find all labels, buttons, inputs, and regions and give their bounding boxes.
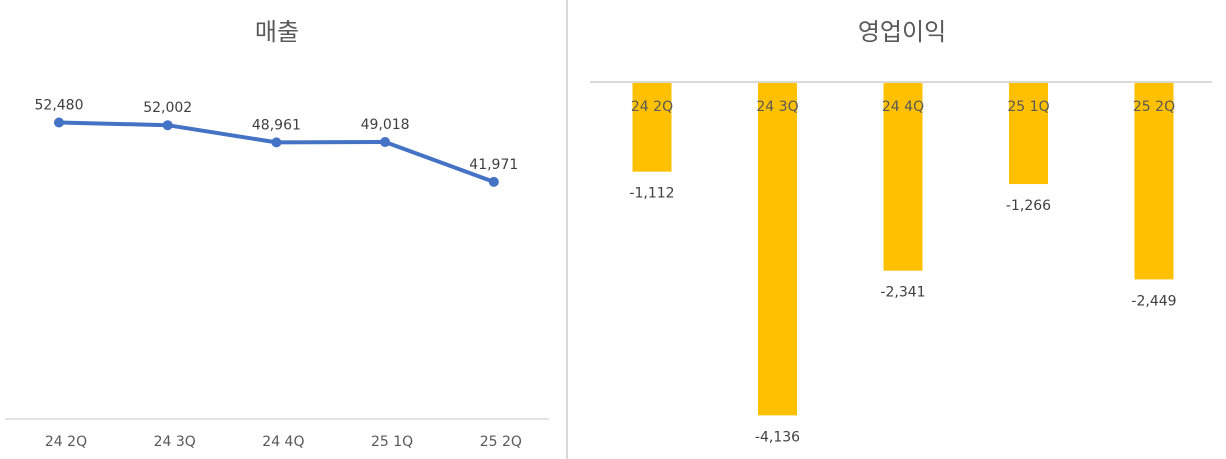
data-label: -2,449 bbox=[1131, 293, 1176, 309]
data-label: -4,136 bbox=[755, 429, 800, 445]
x-tick-label: 25 2Q bbox=[1133, 99, 1175, 115]
bar bbox=[883, 82, 923, 271]
bar bbox=[1134, 82, 1174, 280]
data-point bbox=[271, 137, 282, 148]
data-label: -1,266 bbox=[1006, 198, 1051, 214]
data-point bbox=[488, 176, 499, 187]
bar bbox=[632, 82, 672, 172]
data-label: 52,480 bbox=[35, 97, 84, 113]
chart-title: 매출 bbox=[255, 18, 299, 46]
bar bbox=[1009, 82, 1048, 185]
x-tick-label: 24 3Q bbox=[756, 99, 798, 115]
data-label: -2,341 bbox=[880, 285, 925, 301]
data-label: 41,971 bbox=[469, 157, 518, 173]
chart-title: 영업이익 bbox=[858, 18, 946, 46]
sales-line-chart: 매출 52,480 24 2Q 52,002 24 3Q 48,961 24 4Q 49,0… bbox=[5, 18, 549, 450]
x-tick-label: 25 1Q bbox=[1007, 99, 1049, 115]
x-tick-label: 25 2Q bbox=[480, 434, 522, 450]
x-tick-label: 24 2Q bbox=[631, 99, 673, 115]
data-label: 49,018 bbox=[361, 117, 410, 133]
bar bbox=[758, 82, 797, 416]
x-tick-label: 24 2Q bbox=[45, 434, 87, 450]
x-tick-label: 25 1Q bbox=[371, 434, 413, 450]
data-label: -1,112 bbox=[629, 186, 674, 202]
x-tick-label: 24 3Q bbox=[154, 434, 196, 450]
operating-profit-bar-chart: 영업이익 -1,112 24 2Q -4,136 24 3Q -2,341 24 4Q -1… bbox=[590, 18, 1212, 445]
data-point bbox=[54, 117, 64, 128]
x-tick-label: 24 4Q bbox=[262, 434, 304, 450]
data-label: 52,002 bbox=[143, 100, 192, 116]
data-label: 48,961 bbox=[252, 117, 301, 133]
x-tick-label: 24 4Q bbox=[882, 99, 924, 115]
data-point bbox=[380, 137, 391, 148]
data-point bbox=[162, 120, 173, 131]
